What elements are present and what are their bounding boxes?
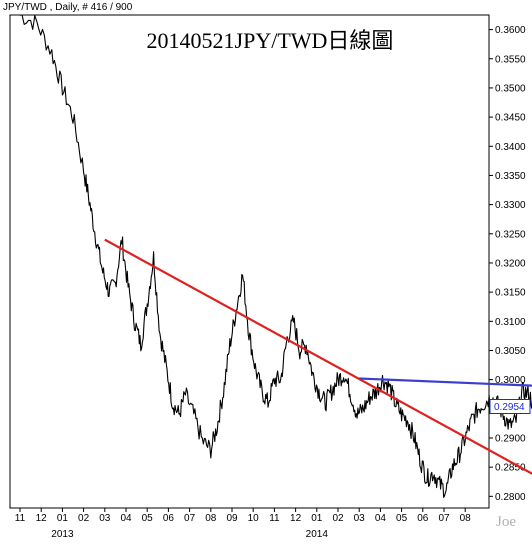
x-tick-label: 08 [205, 513, 217, 524]
x-tick-label: 04 [375, 513, 387, 524]
y-tick-label: 0.3250 [495, 229, 526, 240]
x-tick-label: 09 [226, 513, 238, 524]
x-tick-label: 06 [163, 513, 175, 524]
y-tick-label: 0.3300 [495, 200, 526, 211]
price-series-line [19, 14, 532, 498]
series-layer [19, 14, 532, 498]
y-tick-label: 0.3600 [495, 25, 526, 36]
y-tick-label: 0.2800 [495, 492, 526, 503]
x-axis: 11 12 01 02 03 04 05 06 07 08 09 10 11 12 01 02 03 04 05 06… [15, 508, 471, 540]
chart-title: 20140521JPY/TWD日線圖 [147, 28, 394, 53]
trendline [104, 238, 532, 475]
x-tick-label: 07 [184, 513, 196, 524]
trendline-layer [104, 238, 532, 475]
y-tick-label: 0.2850 [495, 463, 526, 474]
x-tick-label: 03 [354, 513, 366, 524]
y-tick-label: 0.3050 [495, 346, 526, 357]
year-label: 2013 [51, 529, 74, 540]
y-tick-label: 0.3200 [495, 258, 526, 269]
y-tick-label: 0.3400 [495, 142, 526, 153]
x-tick-label: 05 [142, 513, 154, 524]
x-tick-label: 02 [78, 513, 90, 524]
watermark: Joe [496, 514, 516, 530]
x-tick-label: 05 [396, 513, 408, 524]
x-tick-label: 07 [438, 513, 450, 524]
chart-header: JPY/TWD , Daily, # 416 / 900 [3, 2, 133, 13]
x-tick-label: 12 [36, 513, 48, 524]
last-value-label: 0.2954 [494, 402, 525, 413]
x-tick-label: 01 [311, 513, 323, 524]
y-tick-label: 0.3550 [495, 54, 526, 65]
y-tick-label: 0.3150 [495, 288, 526, 299]
year-label: 2014 [306, 529, 329, 540]
y-tick-label: 0.3500 [495, 83, 526, 94]
x-tick-label: 02 [332, 513, 344, 524]
y-axis: 0.28000.28500.29000.29500.30000.30500.31… [489, 25, 526, 503]
x-tick-label: 01 [57, 513, 69, 524]
x-tick-label: 11 [269, 513, 280, 524]
last-value-box: 0.2954 [489, 399, 531, 414]
y-tick-label: 0.2900 [495, 433, 526, 444]
x-tick-label: 04 [120, 513, 132, 524]
last-value-frame [489, 399, 531, 414]
x-tick-label: 12 [290, 513, 302, 524]
x-tick-label: 08 [460, 513, 472, 524]
x-tick-label: 06 [417, 513, 429, 524]
y-tick-label: 0.3450 [495, 113, 526, 124]
plot-frame [9, 14, 490, 509]
x-tick-label: 11 [15, 513, 26, 524]
y-tick-label: 0.3350 [495, 171, 526, 182]
x-tick-label: 10 [248, 513, 260, 524]
y-tick-label: 0.3000 [495, 375, 526, 386]
x-tick-label: 03 [99, 513, 111, 524]
y-tick-label: 0.3100 [495, 317, 526, 328]
trendline [359, 377, 532, 387]
